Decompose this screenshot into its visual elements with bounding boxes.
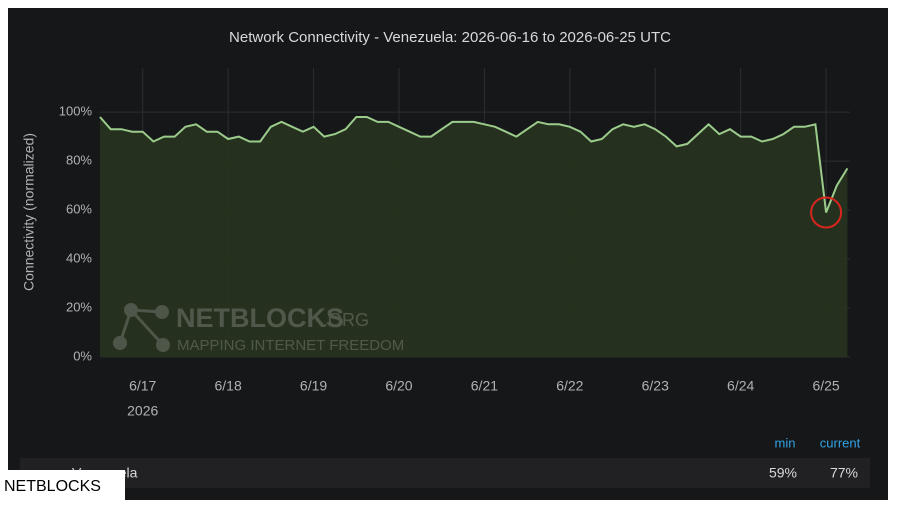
watermark-icon (124, 303, 138, 317)
chart-title: Network Connectivity - Venezuela: 2026-0… (229, 29, 671, 46)
y-tick-label: 60% (66, 201, 92, 216)
x-tick-label: 6/23 (642, 378, 669, 394)
area-fill (100, 117, 848, 357)
x-tick-label: 6/24 (727, 378, 754, 394)
y-tick-label: 40% (66, 250, 92, 265)
watermark-icon (118, 308, 165, 347)
legend-value: 77% (830, 465, 858, 481)
footer-label: NETBLOCKS (4, 478, 101, 495)
legend-row-background (20, 458, 870, 488)
x-tick-label: 6/17 (129, 378, 156, 394)
watermark: NETBLOCKS .ORG MAPPING INTERNET FREEDOM (113, 303, 404, 354)
x-tick-label: 6/18 (215, 378, 242, 394)
x-year-label: 2026 (127, 403, 158, 419)
y-axis-label: Connectivity (normalized) (21, 133, 37, 291)
legend-column-header: current (820, 435, 861, 450)
watermark-icon (156, 338, 170, 352)
y-tick-label: 80% (66, 153, 92, 168)
watermark-tagline: MAPPING INTERNET FREEDOM (177, 337, 404, 354)
series-line (99, 116, 849, 213)
min-highlight (810, 196, 843, 229)
watermark-icon (113, 336, 127, 350)
watermark-suffix: .ORG (323, 310, 369, 330)
y-tick-label: 0% (73, 348, 92, 363)
x-tick-label: 6/22 (556, 378, 583, 394)
legend-column-header: min (775, 435, 796, 450)
x-tick-label: 6/19 (300, 378, 327, 394)
y-tick-label: 100% (59, 104, 93, 119)
y-tick-label: 20% (66, 299, 92, 314)
x-tick-label: 6/21 (471, 378, 498, 394)
x-tick-label: 6/25 (812, 378, 839, 394)
watermark-name: NETBLOCKS (176, 303, 344, 333)
legend-value: 59% (769, 465, 797, 481)
x-tick-label: 6/20 (385, 378, 412, 394)
footer-label-background (0, 470, 125, 502)
watermark-icon (155, 305, 169, 319)
